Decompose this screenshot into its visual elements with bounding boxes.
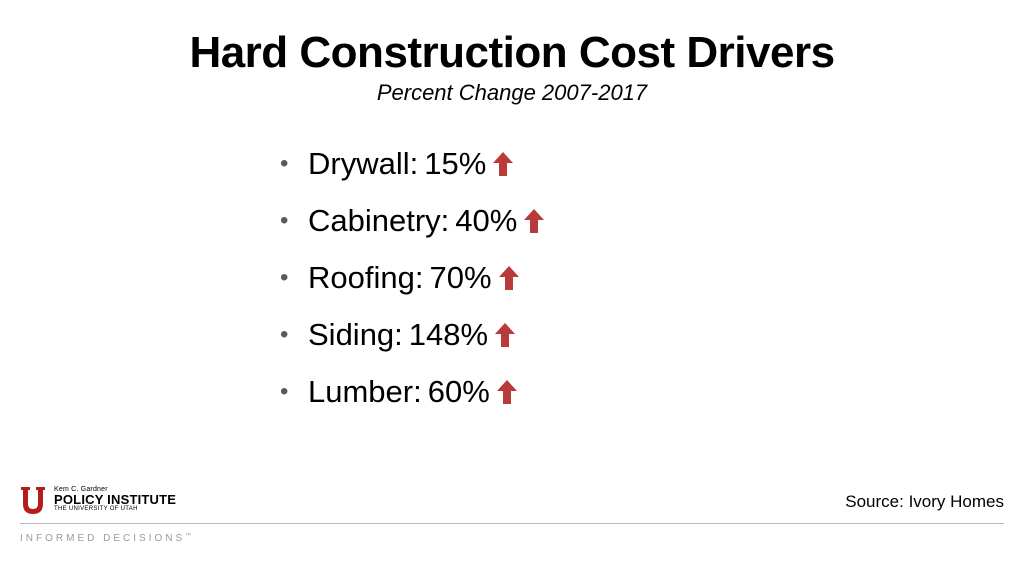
up-arrow-icon (494, 322, 516, 348)
item-label: Roofing: (308, 262, 423, 293)
trademark-icon: ™ (185, 533, 194, 539)
list-item: •Drywall:15% (280, 148, 545, 179)
bullet-icon: • (280, 209, 308, 233)
tagline-text: INFORMED DECISIONS (20, 533, 185, 544)
item-value: 60% (428, 376, 490, 407)
title-block: Hard Construction Cost Drivers Percent C… (0, 28, 1024, 106)
bullet-icon: • (280, 152, 308, 176)
u-logo-icon (20, 486, 46, 516)
list-item: •Roofing:70% (280, 262, 545, 293)
page-title: Hard Construction Cost Drivers (0, 28, 1024, 78)
item-value: 40% (455, 205, 517, 236)
item-value: 148% (409, 319, 488, 350)
item-label: Cabinetry: (308, 205, 449, 236)
up-arrow-icon (523, 208, 545, 234)
logo-line-2: POLICY INSTITUTE (54, 493, 176, 506)
item-value: 15% (424, 148, 486, 179)
item-label: Lumber: (308, 376, 422, 407)
up-arrow-icon (496, 379, 518, 405)
up-arrow-icon (498, 265, 520, 291)
cost-drivers-list: •Drywall:15%•Cabinetry:40%•Roofing:70%•S… (280, 148, 545, 433)
bullet-icon: • (280, 323, 308, 347)
list-item: •Lumber:60% (280, 376, 545, 407)
page-subtitle: Percent Change 2007-2017 (0, 80, 1024, 106)
bullet-icon: • (280, 266, 308, 290)
bullet-icon: • (280, 380, 308, 404)
item-value: 70% (429, 262, 491, 293)
institute-logo-text: Kem C. Gardner POLICY INSTITUTE THE UNIV… (54, 486, 176, 512)
list-item: •Siding:148% (280, 319, 545, 350)
item-label: Siding: (308, 319, 403, 350)
up-arrow-icon (492, 151, 514, 177)
tagline: INFORMED DECISIONS™ (20, 533, 194, 544)
source-label: Source: Ivory Homes (845, 492, 1004, 512)
footer-rule (20, 523, 1004, 524)
institute-logo: Kem C. Gardner POLICY INSTITUTE THE UNIV… (20, 486, 176, 516)
list-item: •Cabinetry:40% (280, 205, 545, 236)
item-label: Drywall: (308, 148, 418, 179)
